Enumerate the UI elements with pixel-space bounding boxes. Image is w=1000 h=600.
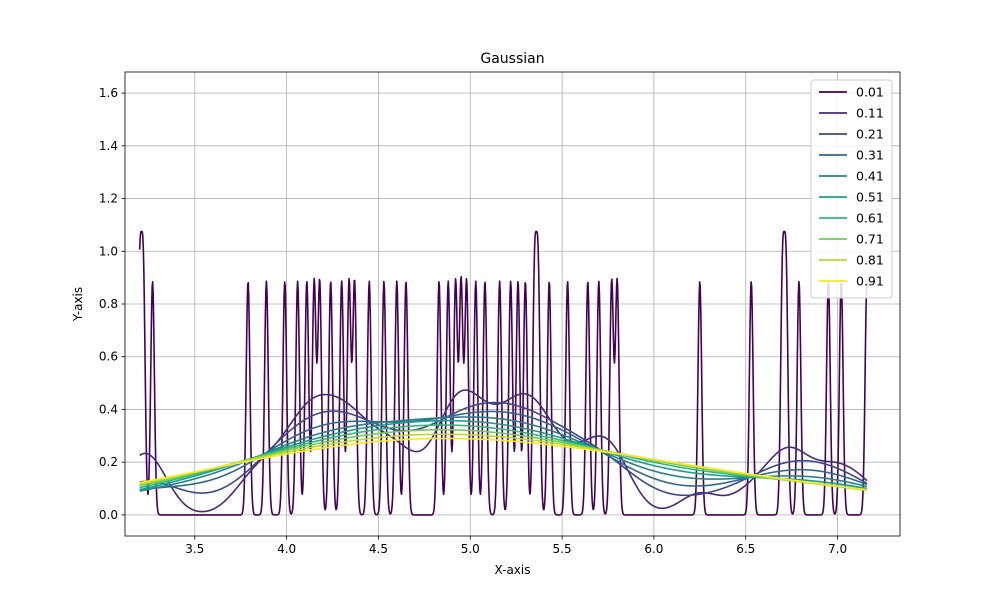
legend-label: 0.21 (856, 127, 884, 142)
y-tick-label: 1.0 (99, 244, 118, 258)
x-tick-label: 4.5 (369, 542, 388, 556)
y-axis-label: Y-axis (71, 287, 85, 322)
x-tick-label: 4.0 (277, 542, 296, 556)
series-lines (138, 230, 868, 516)
legend-label: 0.51 (856, 190, 884, 205)
series-line-0 (138, 230, 868, 516)
x-tick-label: 3.5 (185, 542, 204, 556)
x-tick-label: 6.5 (736, 542, 755, 556)
series-line-7 (139, 428, 868, 492)
x-tick-label: 6.0 (644, 542, 663, 556)
legend-label: 0.41 (856, 169, 884, 184)
legend-label: 0.11 (856, 106, 884, 121)
legend-label: 0.01 (856, 85, 884, 100)
x-tick-label: 5.0 (461, 542, 480, 556)
y-tick-label: 0.2 (99, 455, 118, 469)
x-tick-label: 5.5 (553, 542, 572, 556)
y-tick-label: 0.4 (99, 402, 118, 416)
x-tick-label: 7.0 (828, 542, 847, 556)
y-tick-label: 1.6 (99, 86, 118, 100)
y-tick-label: 1.4 (99, 139, 118, 153)
legend-label: 0.61 (856, 211, 884, 226)
x-axis-label: X-axis (495, 563, 531, 577)
y-tick-label: 1.2 (99, 192, 118, 206)
axis-ticks: 3.5 4.0 4.5 5.0 5.5 6.0 6.5 7.0 0.0 0.2 0.4 0.6 0.8 1… (99, 86, 847, 556)
legend-label: 0.31 (856, 148, 884, 163)
y-tick-label: 0.0 (99, 508, 118, 522)
legend-label: 0.91 (856, 274, 884, 289)
legend-label: 0.71 (856, 232, 884, 247)
y-tick-label: 0.6 (99, 350, 118, 364)
chart-title: Gaussian (480, 51, 544, 67)
legend-label: 0.81 (856, 253, 884, 268)
series-line-9 (139, 437, 868, 491)
y-tick-label: 0.8 (99, 297, 118, 311)
legend: 0.01 0.11 0.21 0.31 0.41 0.51 0.61 0.71 0.81 0.91 (810, 79, 893, 299)
